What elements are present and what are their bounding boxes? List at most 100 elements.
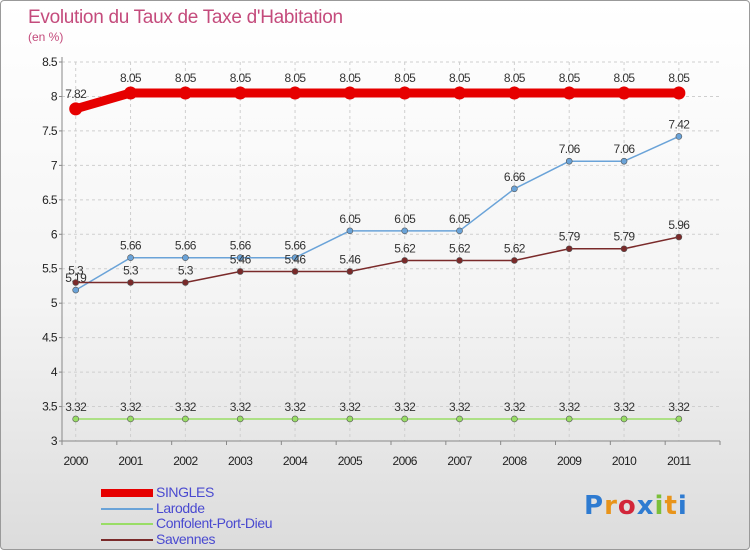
- data-point-singles: [233, 86, 247, 100]
- data-point-savennes: [72, 279, 80, 286]
- data-point-larodde: [565, 157, 573, 165]
- y-tick-label: 4: [51, 365, 58, 379]
- data-point-confolent-port-dieu: [72, 415, 80, 423]
- y-tick-label: 3.5: [42, 400, 58, 414]
- data-point-confolent-port-dieu: [456, 415, 463, 423]
- x-tick-label: 2011: [667, 454, 691, 468]
- legend-swatch: [101, 523, 153, 525]
- logo-letter: i: [677, 491, 688, 521]
- x-tick-label: 2009: [557, 454, 582, 468]
- data-point-larodde: [346, 227, 354, 235]
- data-label-savennes: 5.46: [285, 252, 307, 266]
- data-label-savennes: 5.46: [339, 252, 361, 266]
- y-tick-label: 5.5: [42, 262, 58, 276]
- x-tick-label: 2001: [118, 454, 143, 468]
- data-label-larodde: 7.06: [559, 142, 581, 156]
- data-label-larodde: 5.19: [65, 271, 87, 285]
- data-point-singles: [507, 86, 521, 100]
- data-label-savennes: 5.3: [123, 264, 139, 278]
- data-point-larodde: [511, 185, 518, 193]
- logo-letter: o: [617, 491, 637, 521]
- x-tick-label: 2006: [393, 454, 418, 468]
- y-tick-label: 8.5: [42, 55, 58, 69]
- data-point-singles: [124, 86, 138, 100]
- data-label-larodde: 6.05: [449, 212, 471, 226]
- data-label-larodde: 5.66: [120, 239, 142, 253]
- data-label-confolent-port-dieu: 3.32: [449, 400, 471, 414]
- series-line-savennes: [74, 236, 680, 284]
- series-line-singles: [71, 88, 684, 114]
- legend-label: Confolent-Port-Dieu: [156, 515, 273, 531]
- legend-swatch: [101, 507, 153, 510]
- proxiti-logo: Proxiti: [584, 491, 688, 521]
- y-tick-label: 5: [51, 296, 58, 310]
- data-label-larodde: 5.66: [285, 239, 307, 253]
- data-label-confolent-port-dieu: 3.32: [65, 400, 87, 414]
- data-label-singles: 8.05: [230, 71, 252, 85]
- data-point-savennes: [291, 268, 299, 275]
- data-label-larodde: 6.05: [394, 212, 416, 226]
- legend-label: Savennes: [156, 530, 216, 547]
- y-tick-label: 8: [51, 89, 58, 103]
- legend-label: SINGLES: [156, 484, 214, 500]
- data-label-larodde: 6.66: [504, 170, 526, 184]
- data-point-confolent-port-dieu: [620, 415, 628, 423]
- data-point-singles: [672, 86, 686, 100]
- data-point-confolent-port-dieu: [236, 415, 244, 423]
- legend-label: Larodde: [156, 499, 205, 516]
- data-point-savennes: [127, 279, 134, 286]
- data-point-larodde: [620, 157, 628, 165]
- data-label-savennes: 5.46: [230, 252, 252, 266]
- data-label-larodde: 5.66: [175, 239, 197, 253]
- x-tick-label: 2008: [502, 454, 527, 468]
- data-point-savennes: [182, 279, 189, 286]
- data-point-savennes: [236, 268, 244, 275]
- data-label-confolent-port-dieu: 3.32: [504, 400, 526, 414]
- data-label-confolent-port-dieu: 3.32: [559, 400, 581, 414]
- data-point-singles: [288, 86, 302, 100]
- data-label-confolent-port-dieu: 3.32: [668, 400, 690, 414]
- data-point-larodde: [236, 254, 244, 262]
- x-tick-label: 2000: [64, 454, 89, 468]
- data-point-savennes: [346, 268, 354, 275]
- x-tick-label: 2003: [228, 454, 253, 468]
- chart-title: Evolution du Taux de Taxe d'Habitation: [28, 7, 343, 28]
- data-label-singles: 8.05: [175, 71, 197, 85]
- data-label-savennes: 5.62: [449, 241, 471, 255]
- data-label-singles: 8.05: [394, 71, 416, 85]
- data-point-savennes: [456, 257, 463, 264]
- data-label-confolent-port-dieu: 3.32: [339, 400, 361, 414]
- data-label-singles: 8.05: [120, 71, 142, 85]
- y-tick-label: 3: [51, 434, 58, 448]
- data-label-savennes: 5.79: [614, 230, 636, 244]
- logo-letter: t: [664, 491, 678, 521]
- data-label-confolent-port-dieu: 3.32: [230, 400, 252, 414]
- chart-subtitle: (en %): [28, 30, 64, 44]
- data-point-larodde: [72, 286, 80, 294]
- data-label-singles: 7.82: [65, 87, 87, 101]
- data-point-larodde: [291, 254, 299, 262]
- x-tick-label: 2002: [173, 454, 198, 468]
- data-label-singles: 8.05: [449, 71, 471, 85]
- data-label-larodde: 7.06: [614, 142, 636, 156]
- data-point-singles: [398, 86, 412, 100]
- data-label-savennes: 5.79: [559, 230, 581, 244]
- data-label-confolent-port-dieu: 3.32: [394, 400, 416, 414]
- logo-letter: r: [604, 491, 618, 521]
- data-point-confolent-port-dieu: [127, 415, 134, 423]
- data-point-confolent-port-dieu: [511, 415, 518, 423]
- y-tick-label: 6: [51, 227, 58, 241]
- data-label-savennes: 5.3: [178, 264, 194, 278]
- data-point-singles: [343, 86, 357, 100]
- data-point-confolent-port-dieu: [291, 415, 299, 423]
- data-label-savennes: 5.3: [68, 264, 84, 278]
- x-tick-label: 2007: [447, 454, 472, 468]
- x-tick-label: 2004: [283, 454, 308, 468]
- data-point-larodde: [127, 254, 134, 262]
- logo-letter: i: [654, 491, 665, 521]
- data-point-singles: [178, 86, 192, 100]
- legend-swatch: [101, 489, 153, 497]
- data-point-larodde: [456, 227, 463, 235]
